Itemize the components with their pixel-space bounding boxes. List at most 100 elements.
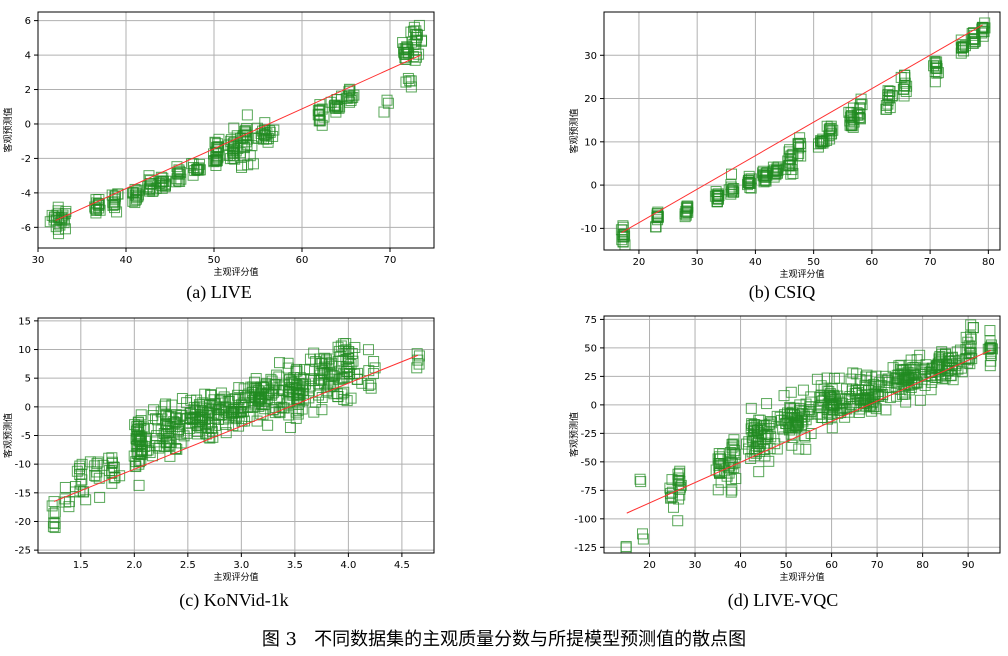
x-tick-label: 2.0 [126, 560, 142, 571]
data-point [160, 398, 172, 410]
x-tick-label: 30 [32, 255, 45, 266]
data-point [919, 379, 931, 391]
data-point [890, 390, 902, 402]
x-tick-label: 70 [384, 255, 397, 266]
data-point [144, 178, 156, 190]
data-point [233, 382, 245, 394]
data-point [191, 428, 203, 440]
data-point [305, 373, 317, 385]
data-point [929, 55, 941, 67]
data-point [886, 90, 898, 102]
data-point [709, 190, 721, 202]
data-point [171, 443, 183, 455]
data-point [207, 431, 219, 443]
marker-group [615, 17, 991, 251]
data-point [268, 124, 280, 136]
data-point [782, 407, 794, 419]
data-point [977, 25, 989, 37]
data-point [652, 214, 664, 226]
x-tick-label: 1.5 [73, 560, 89, 571]
data-point [635, 476, 647, 488]
data-point [954, 344, 966, 356]
data-point [71, 465, 83, 477]
y-tick-label: -2 [21, 154, 31, 165]
x-tick-label: 60 [825, 560, 838, 571]
y-tick-label: -125 [574, 543, 597, 554]
data-point [665, 491, 677, 503]
y-tick-label: -15 [15, 488, 31, 499]
data-point [52, 201, 64, 213]
data-point [63, 496, 75, 508]
data-point [170, 443, 182, 455]
data-point [914, 349, 926, 361]
y-tick-label: -25 [581, 429, 597, 440]
data-point [413, 48, 425, 60]
data-point [847, 121, 859, 133]
data-point [666, 490, 678, 502]
data-point [135, 409, 147, 421]
data-point [899, 70, 911, 82]
y-axis-label: 客观预测值 [2, 107, 14, 152]
data-point [963, 340, 975, 352]
data-point [864, 399, 876, 411]
data-point [159, 181, 171, 193]
data-point [170, 176, 182, 188]
data-point [238, 142, 250, 154]
data-point [404, 75, 416, 87]
data-point [365, 382, 377, 394]
data-point [787, 167, 799, 179]
data-point [282, 389, 294, 401]
data-point [251, 415, 263, 427]
data-point [138, 423, 150, 435]
data-point [824, 133, 836, 145]
y-tick-label: -25 [15, 546, 31, 557]
data-point [46, 209, 58, 221]
data-point [203, 402, 215, 414]
data-point [837, 397, 849, 409]
data-point [814, 408, 826, 420]
data-point [726, 168, 738, 180]
data-point [190, 417, 202, 429]
data-point [293, 385, 305, 397]
x-axis-label: 主观评分值 [213, 266, 258, 278]
data-point [896, 368, 908, 380]
data-point [815, 136, 827, 148]
data-point [793, 147, 805, 159]
data-point [854, 102, 866, 114]
x-tick-label: 80 [982, 257, 995, 268]
data-point [159, 400, 171, 412]
x-tick-label: 3.5 [287, 560, 303, 571]
data-point [74, 469, 86, 481]
data-point [764, 423, 776, 435]
x-tick-label: 70 [924, 257, 937, 268]
x-tick-label: 4.0 [340, 560, 356, 571]
data-point [672, 515, 684, 527]
data-point [337, 368, 349, 380]
data-point [308, 375, 320, 387]
data-point [713, 193, 725, 205]
data-point [290, 406, 302, 418]
subcaption-d: (d) LIVE-VQC [728, 590, 838, 611]
data-point [300, 378, 312, 390]
y-tick-label: -75 [581, 486, 597, 497]
data-point [94, 204, 106, 216]
data-point [636, 528, 648, 540]
data-point [205, 389, 217, 401]
data-point [106, 189, 118, 201]
y-tick-label: 30 [584, 51, 597, 62]
data-point [342, 346, 354, 358]
y-tick-label: 25 [584, 372, 597, 383]
data-point [362, 344, 374, 356]
data-point [184, 408, 196, 420]
data-point [174, 428, 186, 440]
fit-line [53, 354, 419, 502]
data-point [931, 56, 943, 68]
data-point [815, 380, 827, 392]
data-point [762, 428, 774, 440]
x-tick-label: 50 [208, 255, 221, 266]
data-point [166, 422, 178, 434]
data-point [811, 373, 823, 385]
data-point [222, 412, 234, 424]
data-point [208, 156, 220, 168]
axes-frame [37, 11, 435, 249]
